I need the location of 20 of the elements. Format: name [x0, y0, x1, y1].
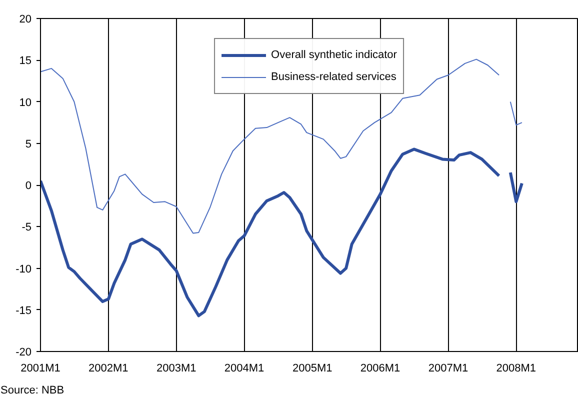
x-tick-label: 2006M1 — [360, 362, 400, 374]
y-tick-label: 10 — [19, 96, 32, 109]
x-tick-label: 2003M1 — [156, 362, 196, 374]
y-tick-label: 20 — [19, 14, 32, 26]
legend-label: Business-related services — [271, 71, 396, 83]
x-tick-label: 2004M1 — [224, 362, 264, 374]
x-tick-label: 2001M1 — [20, 362, 60, 374]
y-tick-label: -20 — [16, 346, 32, 358]
y-tick-label: 5 — [25, 138, 32, 150]
x-tick-label: 2002M1 — [88, 362, 128, 374]
source-note: Source: NBB — [0, 384, 64, 396]
y-tick-label: 15 — [19, 55, 32, 68]
legend-label: Overall synthetic indicator — [271, 49, 397, 61]
x-tick-label: 2007M1 — [428, 362, 468, 374]
y-tick-label: -15 — [16, 304, 32, 317]
x-tick-label: 2008M1 — [496, 362, 536, 374]
x-tick-label: 2005M1 — [292, 362, 332, 374]
y-tick-label: -10 — [16, 263, 32, 276]
y-tick-label: 0 — [25, 180, 32, 192]
y-tick-label: -5 — [22, 222, 32, 234]
